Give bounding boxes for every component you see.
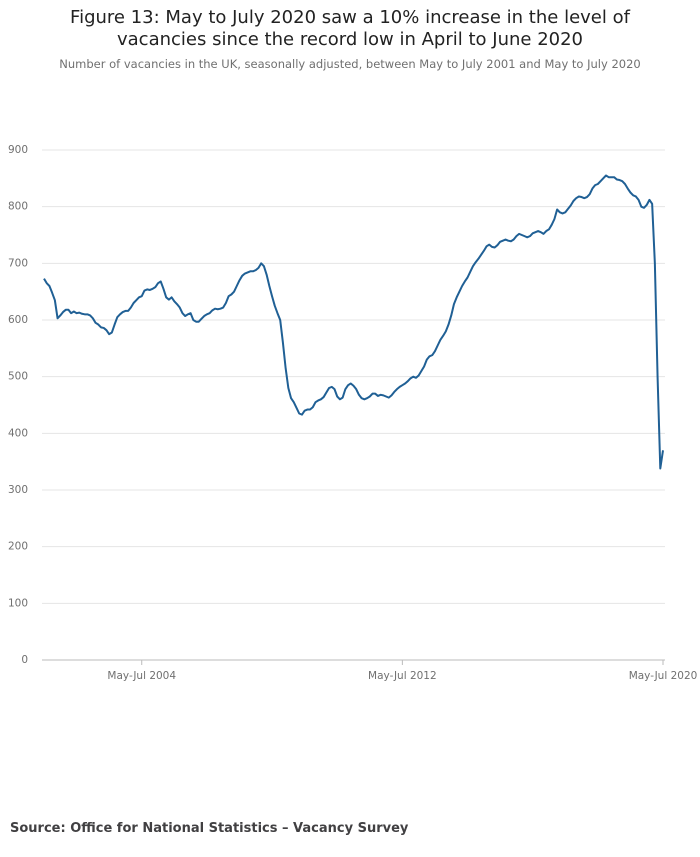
y-tick-label: 200 (8, 541, 28, 553)
chart-subtitle: Number of vacancies in the UK, seasonall… (59, 57, 641, 71)
y-tick-label: 100 (8, 597, 28, 609)
y-tick-label: 600 (8, 314, 28, 326)
y-tick-label: 300 (8, 484, 28, 496)
y-tick-label: 900 (8, 144, 28, 156)
y-tick-label: 400 (8, 427, 28, 439)
x-tick-label: May-Jul 2020 (629, 670, 698, 682)
y-tick-label: 500 (8, 371, 28, 383)
x-tick-label: May-Jul 2012 (368, 670, 437, 682)
source-note: Source: Office for National Statistics –… (10, 821, 409, 836)
y-tick-label: 700 (8, 257, 28, 269)
x-tick-label: May-Jul 2004 (107, 670, 176, 682)
y-tick-label: 800 (8, 201, 28, 213)
y-tick-label: 0 (21, 654, 28, 666)
data-line (43, 174, 664, 470)
chart: 0 100 200 300 400 500 600 700 800 900 May-Jul 2004… (8, 144, 698, 682)
chart-title: Figure 13: May to July 2020 saw a 10% in… (70, 7, 630, 50)
